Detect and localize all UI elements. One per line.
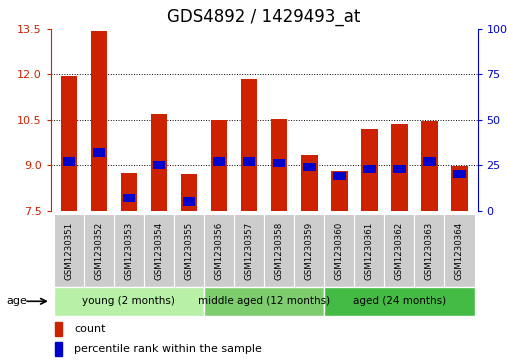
Text: GSM1230352: GSM1230352	[94, 221, 104, 280]
Bar	[181, 174, 197, 211]
FancyBboxPatch shape	[444, 214, 474, 287]
FancyBboxPatch shape	[234, 214, 264, 287]
Bar	[151, 114, 167, 211]
FancyBboxPatch shape	[324, 214, 354, 287]
Bar	[121, 173, 137, 211]
FancyBboxPatch shape	[54, 214, 84, 287]
FancyBboxPatch shape	[174, 214, 204, 287]
Bar	[213, 158, 226, 166]
Bar	[55, 342, 62, 356]
Bar	[122, 194, 135, 202]
Bar	[55, 322, 62, 336]
FancyBboxPatch shape	[385, 214, 415, 287]
Text: age: age	[6, 296, 27, 306]
Bar	[92, 148, 105, 156]
Text: GSM1230354: GSM1230354	[154, 221, 164, 280]
Bar	[421, 121, 438, 211]
Text: GSM1230351: GSM1230351	[65, 221, 73, 280]
Bar	[273, 159, 285, 167]
Text: GSM1230355: GSM1230355	[184, 221, 194, 280]
FancyBboxPatch shape	[354, 214, 385, 287]
Bar	[243, 158, 256, 166]
FancyBboxPatch shape	[415, 214, 444, 287]
Text: GSM1230362: GSM1230362	[395, 221, 404, 280]
Bar	[183, 197, 196, 205]
Bar	[153, 161, 165, 169]
Bar	[211, 120, 228, 211]
Text: GSM1230353: GSM1230353	[124, 221, 134, 280]
FancyBboxPatch shape	[264, 214, 294, 287]
Bar	[423, 158, 436, 166]
Text: aged (24 months): aged (24 months)	[353, 296, 446, 306]
Bar	[391, 125, 407, 211]
Text: count: count	[74, 324, 106, 334]
Text: GSM1230360: GSM1230360	[335, 221, 344, 280]
Bar	[62, 158, 75, 166]
Bar	[331, 171, 347, 211]
Bar	[60, 76, 77, 211]
FancyBboxPatch shape	[84, 214, 114, 287]
Text: GSM1230361: GSM1230361	[365, 221, 374, 280]
Text: middle aged (12 months): middle aged (12 months)	[198, 296, 330, 306]
Text: GSM1230356: GSM1230356	[214, 221, 224, 280]
FancyBboxPatch shape	[54, 287, 204, 316]
Bar	[271, 119, 288, 211]
Bar	[90, 30, 107, 211]
Bar	[451, 166, 468, 211]
Bar	[333, 172, 345, 180]
Bar	[303, 163, 315, 171]
FancyBboxPatch shape	[114, 214, 144, 287]
Bar	[301, 155, 318, 211]
FancyBboxPatch shape	[324, 287, 474, 316]
FancyBboxPatch shape	[144, 214, 174, 287]
Bar	[393, 165, 406, 173]
Text: GSM1230359: GSM1230359	[305, 221, 314, 280]
Title: GDS4892 / 1429493_at: GDS4892 / 1429493_at	[168, 8, 361, 26]
FancyBboxPatch shape	[204, 287, 324, 316]
FancyBboxPatch shape	[294, 214, 324, 287]
Bar	[361, 129, 377, 211]
Bar	[453, 170, 466, 178]
Text: GSM1230363: GSM1230363	[425, 221, 434, 280]
Bar	[241, 79, 258, 211]
Text: GSM1230358: GSM1230358	[275, 221, 283, 280]
FancyBboxPatch shape	[204, 214, 234, 287]
Text: percentile rank within the sample: percentile rank within the sample	[74, 344, 262, 354]
Text: young (2 months): young (2 months)	[82, 296, 175, 306]
Text: GSM1230364: GSM1230364	[455, 221, 464, 280]
Text: GSM1230357: GSM1230357	[245, 221, 253, 280]
Bar	[363, 165, 375, 173]
